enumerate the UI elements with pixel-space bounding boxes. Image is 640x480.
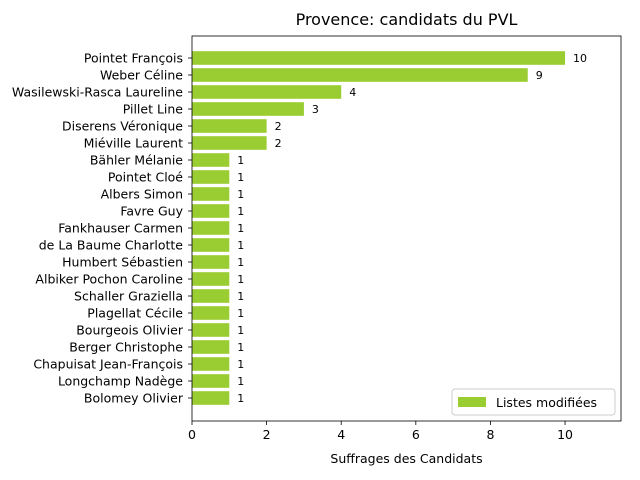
legend-swatch [458,397,486,407]
category-label: Longchamp Nadège [58,374,183,389]
category-label: Pointet Cloé [108,170,183,185]
data-label: 1 [237,307,244,320]
data-label: 1 [237,324,244,337]
category-label: Pointet François [84,51,183,66]
bar [192,68,528,82]
bar [192,374,230,388]
bar [192,85,342,99]
category-label: Weber Céline [100,68,183,83]
data-label: 1 [237,154,244,167]
data-label: 2 [275,137,282,150]
x-tick-label: 6 [412,427,420,442]
data-label: 1 [237,341,244,354]
bar [192,255,230,269]
data-label: 1 [237,256,244,269]
bar [192,187,230,201]
bar [192,119,267,133]
plot-frame [191,35,622,422]
data-label: 1 [237,239,244,252]
category-label: Bolomey Olivier [84,391,184,406]
bar [192,357,230,371]
bar [192,170,230,184]
legend-box [451,388,616,416]
data-label: 10 [573,52,587,65]
data-label: 9 [536,69,543,82]
category-labels-group: Pointet François Weber Céline Wasilewski-R… [12,51,192,406]
data-label: 1 [237,358,244,371]
data-label: 1 [237,205,244,218]
category-label: Humbert Sébastien [62,255,183,270]
data-label: 1 [237,171,244,184]
category-label: Albers Simon [101,187,183,202]
x-tick-label: 10 [557,427,573,442]
data-label: 1 [237,273,244,286]
bar [192,153,230,167]
category-label: Bourgeois Olivier [76,323,184,338]
axes-frame [191,35,622,422]
x-tick-label: 0 [188,427,196,442]
category-label: Plagellat Cécile [87,306,183,321]
x-tick-label: 4 [337,427,345,442]
bar [192,51,566,65]
bars-group [192,51,566,405]
x-tick-label: 8 [486,427,494,442]
data-label: 1 [237,375,244,388]
bar [192,221,230,235]
legend: Listes modifiées [451,388,616,416]
data-label: 3 [312,103,319,116]
bar [192,204,230,218]
x-ticks-group: 0 2 4 6 8 10 [188,421,573,442]
x-axis-label: Suffrages des Candidats [330,451,482,466]
bar [192,272,230,286]
category-label: Diserens Véronique [62,119,183,134]
legend-label: Listes modifiées [496,395,597,410]
bar [192,102,304,116]
category-label: Albiker Pochon Caroline [35,272,183,287]
category-label: Pillet Line [123,102,184,117]
category-label: Schaller Graziella [74,289,183,304]
data-label: 1 [237,222,244,235]
x-tick-label: 2 [263,427,271,442]
data-label: 1 [237,290,244,303]
data-label: 1 [237,392,244,405]
bar [192,289,230,303]
bar [192,136,267,150]
bar [192,340,230,354]
category-label: Berger Christophe [69,340,183,355]
bar [192,391,230,405]
category-label: Fankhauser Carmen [58,221,183,236]
bar [192,306,230,320]
category-label: Bähler Mélanie [90,153,183,168]
category-label: Chapuisat Jean-François [33,357,183,372]
data-label: 4 [349,86,356,99]
category-label: Favre Guy [120,204,183,219]
category-label: Wasilewski-Rasca Laureline [12,85,183,100]
category-label: Miéville Laurent [84,136,183,151]
category-label: de La Baume Charlotte [39,238,184,253]
chart-title: Provence: candidats du PVL [296,10,518,29]
data-labels-group: 10 9 4 3 2 2 1 1 1 1 1 1 1 1 1 1 1 1 1 1 1 [237,52,587,405]
bar [192,323,230,337]
data-label: 2 [275,120,282,133]
data-label: 1 [237,188,244,201]
bar [192,238,230,252]
